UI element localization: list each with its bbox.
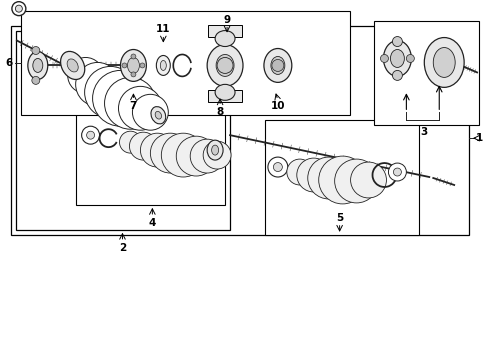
- Circle shape: [140, 63, 145, 68]
- Circle shape: [119, 86, 162, 130]
- Circle shape: [87, 131, 95, 139]
- Ellipse shape: [215, 84, 235, 100]
- Text: 7: 7: [130, 101, 137, 111]
- Circle shape: [132, 94, 168, 130]
- Circle shape: [350, 162, 387, 198]
- Bar: [75, 75, 225, 205]
- Circle shape: [389, 163, 406, 181]
- Circle shape: [161, 133, 205, 177]
- Text: 11: 11: [156, 24, 171, 33]
- Circle shape: [93, 71, 148, 126]
- Circle shape: [393, 168, 401, 176]
- Circle shape: [318, 156, 367, 204]
- Circle shape: [176, 136, 216, 176]
- Circle shape: [150, 133, 190, 173]
- Circle shape: [131, 54, 136, 59]
- Ellipse shape: [127, 58, 140, 73]
- Circle shape: [122, 63, 127, 68]
- Ellipse shape: [160, 60, 166, 71]
- Ellipse shape: [424, 37, 464, 87]
- Circle shape: [380, 54, 389, 62]
- Circle shape: [120, 131, 142, 153]
- Circle shape: [129, 132, 157, 160]
- Circle shape: [273, 163, 282, 171]
- Circle shape: [15, 5, 23, 12]
- Ellipse shape: [155, 112, 162, 119]
- Text: 4: 4: [148, 218, 156, 228]
- Ellipse shape: [264, 49, 292, 82]
- Ellipse shape: [61, 51, 85, 80]
- Circle shape: [141, 133, 174, 167]
- Circle shape: [32, 76, 40, 84]
- Circle shape: [406, 54, 415, 62]
- Circle shape: [75, 62, 120, 106]
- Ellipse shape: [33, 58, 43, 72]
- Text: 1: 1: [475, 133, 483, 143]
- Text: 9: 9: [223, 15, 231, 24]
- Circle shape: [308, 157, 349, 199]
- Circle shape: [297, 158, 331, 192]
- Circle shape: [217, 58, 233, 73]
- Bar: [16, 31, 230, 230]
- Ellipse shape: [121, 50, 147, 81]
- Bar: [374, 21, 479, 125]
- Circle shape: [190, 139, 224, 173]
- Circle shape: [32, 46, 40, 54]
- Circle shape: [104, 77, 156, 129]
- Circle shape: [12, 2, 26, 15]
- Text: 10: 10: [270, 101, 285, 111]
- Circle shape: [85, 67, 136, 118]
- Circle shape: [68, 58, 103, 93]
- Circle shape: [392, 71, 402, 80]
- Circle shape: [272, 59, 284, 71]
- Ellipse shape: [212, 145, 219, 155]
- Bar: [11, 26, 469, 235]
- Ellipse shape: [433, 48, 455, 77]
- Circle shape: [392, 37, 402, 46]
- Circle shape: [82, 126, 99, 144]
- Ellipse shape: [207, 140, 223, 160]
- Text: 8: 8: [217, 107, 224, 117]
- Bar: [265, 120, 419, 235]
- Ellipse shape: [216, 54, 234, 76]
- Ellipse shape: [156, 55, 171, 75]
- Text: 2: 2: [119, 243, 126, 253]
- Circle shape: [268, 157, 288, 177]
- Circle shape: [287, 159, 313, 185]
- Ellipse shape: [271, 57, 285, 75]
- Bar: [208, 24, 242, 37]
- Circle shape: [131, 72, 136, 77]
- Ellipse shape: [207, 45, 243, 86]
- Ellipse shape: [28, 51, 48, 80]
- Circle shape: [335, 159, 378, 203]
- Ellipse shape: [151, 107, 166, 124]
- Text: 6: 6: [5, 58, 13, 68]
- Ellipse shape: [215, 31, 235, 46]
- Text: 5: 5: [336, 213, 343, 223]
- Text: 3: 3: [421, 127, 428, 137]
- Ellipse shape: [384, 41, 412, 76]
- Ellipse shape: [67, 59, 78, 72]
- Ellipse shape: [391, 50, 404, 67]
- Bar: [208, 90, 242, 102]
- Bar: [21, 11, 349, 115]
- Circle shape: [203, 141, 231, 169]
